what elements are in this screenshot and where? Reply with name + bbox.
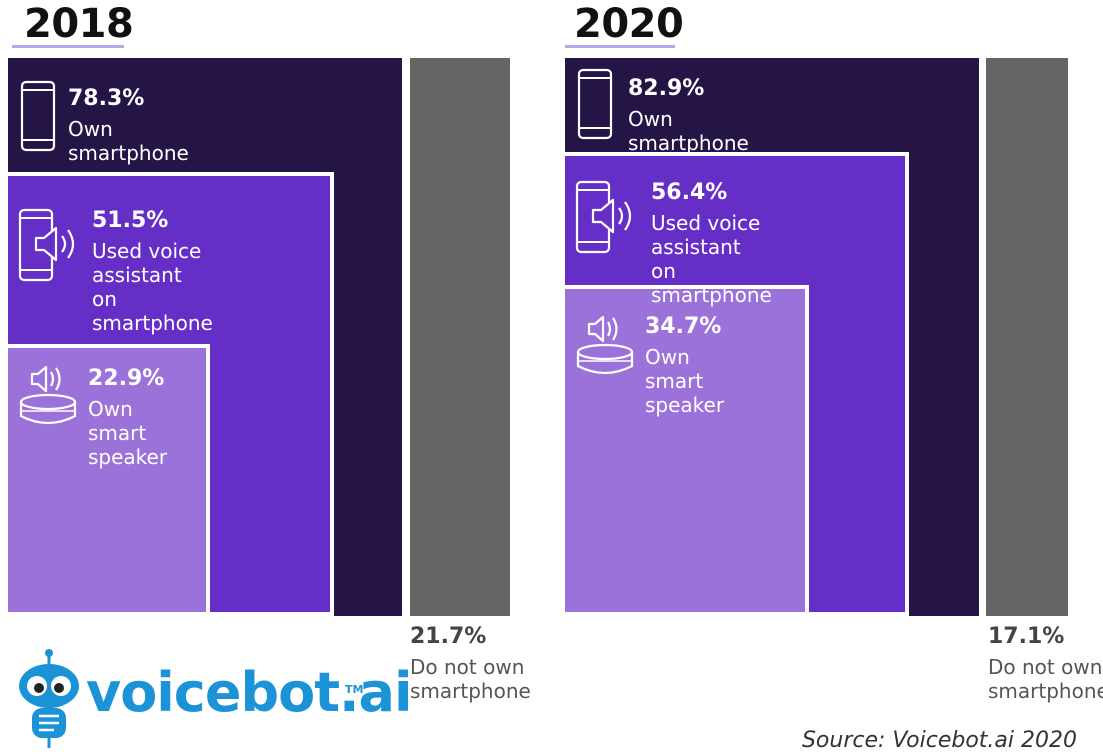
phone-speaker-icon — [575, 180, 632, 254]
rect-smart-speaker-2018 — [8, 344, 210, 616]
logo-wordmark: voicebot.ai — [86, 661, 412, 724]
smart-speaker-icon — [576, 315, 634, 375]
value-no-smartphone-2018: 21.7% — [410, 624, 487, 649]
year-underline-2020 — [565, 45, 675, 48]
label-own-smartphone-2018: Own smartphone — [68, 117, 189, 165]
phone-speaker-icon — [18, 208, 75, 282]
label-voice-assistant-2018: Used voice assistant on smartphone — [92, 239, 213, 335]
label-own-smartphone-2020: Own smartphone — [628, 107, 749, 155]
value-smart-speaker-2020: 34.7% — [645, 314, 722, 339]
value-smart-speaker-2018: 22.9% — [88, 366, 165, 391]
value-own-smartphone-2020: 82.9% — [628, 76, 705, 101]
value-voice-assistant-2018: 51.5% — [92, 208, 169, 233]
year-title-2020: 2020 — [574, 1, 684, 47]
label-no-smartphone-2018: Do not own smartphone — [410, 655, 531, 703]
bar-no-smartphone-2018 — [410, 58, 510, 616]
bar-no-smartphone-2020 — [986, 58, 1068, 616]
year-title-2018: 2018 — [24, 1, 134, 47]
label-no-smartphone-2020: Do not own smartphone — [988, 655, 1103, 703]
year-underline-2018 — [12, 45, 124, 48]
smart-speaker-icon — [19, 365, 77, 425]
smartphone-icon — [577, 68, 613, 140]
value-no-smartphone-2020: 17.1% — [988, 624, 1065, 649]
value-voice-assistant-2020: 56.4% — [651, 180, 728, 205]
logo-trademark: TM — [345, 683, 364, 696]
robot-mascot-icon — [19, 649, 79, 748]
value-own-smartphone-2018: 78.3% — [68, 86, 145, 111]
label-voice-assistant-2020: Used voice assistant on smartphone — [651, 211, 772, 307]
smartphone-icon — [20, 80, 56, 152]
label-smart-speaker-2018: Own smart speaker — [88, 397, 168, 469]
source-note: Source: Voicebot.ai 2020 — [801, 728, 1077, 753]
label-smart-speaker-2020: Own smart speaker — [645, 345, 725, 417]
rect-smart-speaker-2020 — [565, 285, 809, 616]
